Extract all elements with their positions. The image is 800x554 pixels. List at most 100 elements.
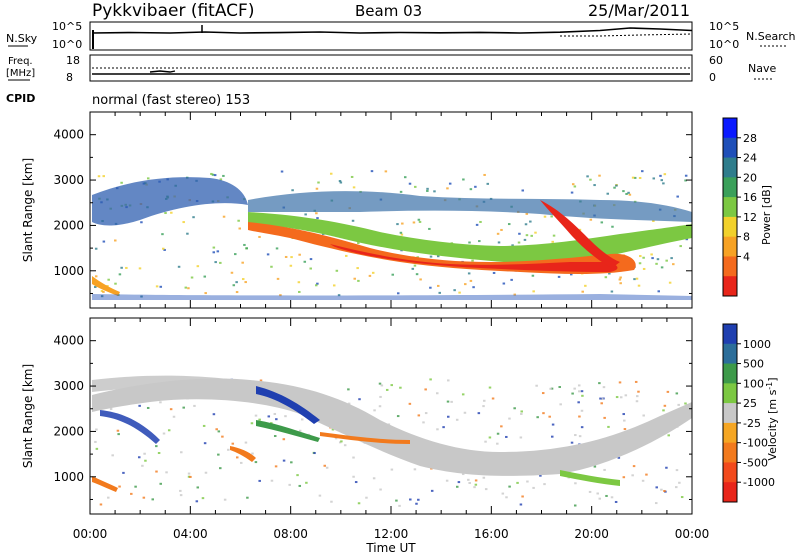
beam-title: Beam 03 xyxy=(355,2,422,20)
power-speckle xyxy=(464,283,467,286)
power-speckle xyxy=(531,274,535,277)
power-early-band xyxy=(92,177,248,226)
velocity-speckle xyxy=(251,452,254,455)
power-ytick-label: 4000 xyxy=(53,128,84,142)
velocity-speckle xyxy=(305,481,308,484)
power-speckle xyxy=(276,277,280,280)
power-speckle xyxy=(114,282,117,285)
power-speckle xyxy=(655,262,658,265)
velocity-speckle xyxy=(151,498,154,501)
power-speckle xyxy=(611,225,614,228)
power-speckle xyxy=(657,290,660,293)
power-speckle xyxy=(213,174,217,177)
power-speckle xyxy=(642,267,646,270)
velocity-speckle xyxy=(617,456,621,459)
power-speckle xyxy=(356,267,359,270)
nsky-tick-bottom: 10^0 xyxy=(52,38,82,51)
velocity-speckle xyxy=(578,415,581,418)
power-speckle xyxy=(352,186,356,189)
power-speckle xyxy=(297,281,301,284)
velocity-speckle xyxy=(399,386,402,389)
power-speckle xyxy=(662,182,665,185)
power-speckle xyxy=(212,246,216,249)
velocity-speckle xyxy=(95,447,99,450)
power-speckle xyxy=(665,259,668,262)
power-speckle xyxy=(146,177,150,180)
power-speckle xyxy=(298,290,301,293)
velocity-speckle xyxy=(623,428,627,431)
velocity-speckle xyxy=(602,386,606,389)
power-speckle xyxy=(391,273,395,276)
velocity-speckle xyxy=(598,497,602,500)
power-speckle xyxy=(125,266,128,269)
power-speckle xyxy=(543,215,547,218)
velocity-speckle xyxy=(505,496,508,499)
nsky-tick-top: 10^5 xyxy=(52,20,82,33)
velocity-speckle xyxy=(615,396,619,399)
velocity-speckle xyxy=(446,400,450,403)
power-speckle xyxy=(243,243,246,246)
velocity-speckle xyxy=(182,406,185,409)
velocity-speckle xyxy=(259,379,263,382)
power-colorbar-swatch xyxy=(723,137,737,159)
power-speckle xyxy=(309,267,312,270)
velocity-speckle xyxy=(118,485,121,488)
velocity-speckle xyxy=(284,415,287,418)
velocity-speckle xyxy=(445,479,449,482)
power-speckle xyxy=(368,274,372,277)
velocity-speckle xyxy=(235,456,239,459)
velocity-early-orange xyxy=(92,476,118,492)
power-speckle xyxy=(507,223,511,226)
power-speckle xyxy=(235,281,238,284)
velocity-speckle xyxy=(202,424,206,427)
power-speckle xyxy=(94,286,97,289)
power-speckle xyxy=(659,174,662,177)
velocity-speckle xyxy=(526,480,529,483)
power-speckle xyxy=(94,247,98,250)
power-ylabel: Slant Range [km] xyxy=(21,158,35,262)
power-speckle xyxy=(107,278,110,281)
nave-blip xyxy=(149,70,176,73)
velocity-speckle xyxy=(603,416,606,419)
power-speckle xyxy=(216,250,220,253)
velocity-speckle xyxy=(581,394,584,397)
velocity-speckle xyxy=(429,378,432,381)
velocity-speckle xyxy=(631,474,634,477)
power-speckle xyxy=(523,238,527,241)
power-speckle xyxy=(438,291,441,294)
power-speckle xyxy=(177,265,181,268)
velocity-speckle xyxy=(330,500,333,503)
power-speckle xyxy=(339,181,343,184)
velocity-colorbar-label-main: Velocity [m s xyxy=(766,389,779,460)
power-speckle xyxy=(589,178,592,181)
velocity-colorbar-swatch xyxy=(723,363,737,384)
velocity-colorbar-tick-label: -100 xyxy=(743,437,768,450)
velocity-speckle xyxy=(254,461,258,464)
power-speckle xyxy=(471,259,474,262)
power-speckle xyxy=(384,170,388,173)
velocity-speckle xyxy=(641,479,645,482)
velocity-colorbar-label: Velocity [m s-1] xyxy=(765,377,779,460)
velocity-speckle xyxy=(352,475,355,478)
power-speckle xyxy=(426,187,429,190)
power-speckle xyxy=(651,257,654,260)
velocity-speckle xyxy=(165,471,168,474)
nsearch-label: N.Search xyxy=(746,30,796,43)
power-speckle xyxy=(479,220,482,223)
velocity-ylabel: Slant Range [km] xyxy=(21,364,35,468)
velocity-speckle xyxy=(270,479,274,482)
velocity-speckle xyxy=(580,409,584,412)
power-speckle xyxy=(478,240,481,243)
power-ytick-label: 3000 xyxy=(53,173,84,187)
power-speckle xyxy=(622,190,625,193)
velocity-speckle xyxy=(244,441,248,444)
power-speckle xyxy=(586,175,589,178)
velocity-speckle xyxy=(574,434,577,437)
power-speckle xyxy=(403,176,407,179)
velocity-speckle xyxy=(680,496,684,499)
power-speckle xyxy=(569,273,573,276)
velocity-speckle xyxy=(380,384,384,387)
time-xlabel: Time UT xyxy=(365,541,416,554)
velocity-speckle xyxy=(430,489,434,492)
